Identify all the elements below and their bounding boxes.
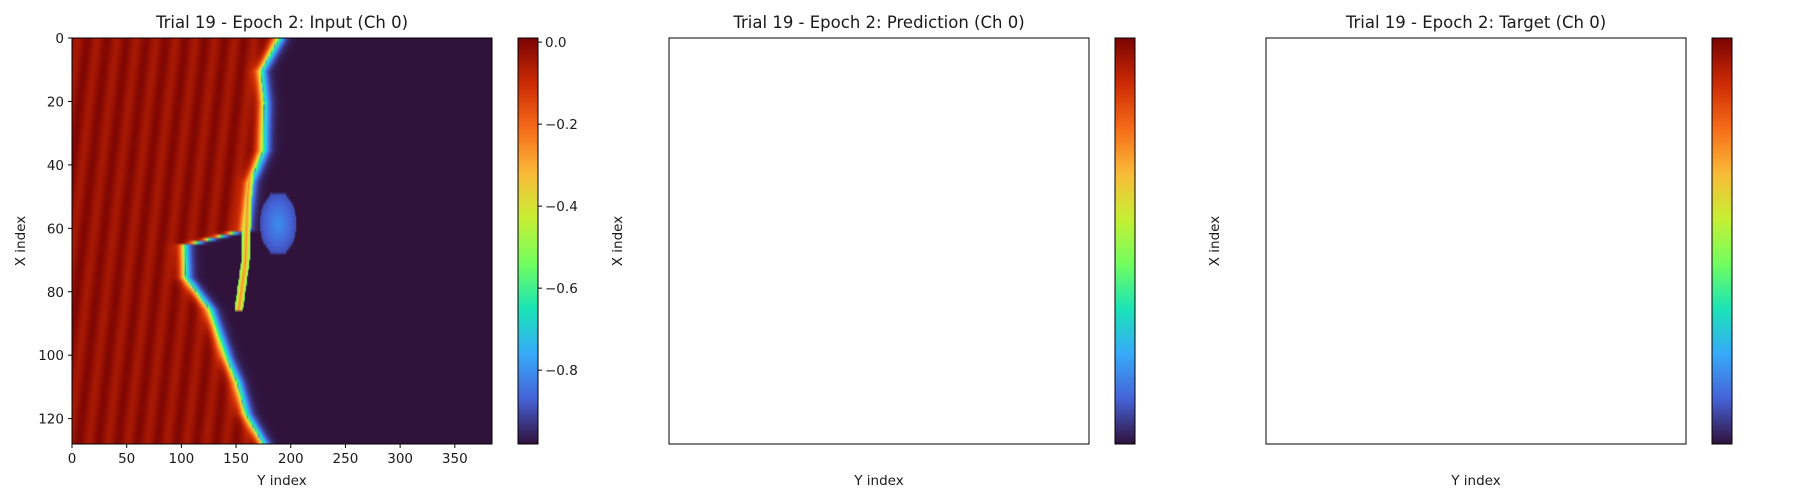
colorbar-gradient	[1712, 38, 1732, 444]
colorbar-frame	[1711, 37, 1733, 445]
x-axis-label: Y index	[853, 473, 903, 489]
x-tick-label: 150	[223, 451, 249, 467]
colorbar: 0.0 −0.2 −0.4 −0.6 −0.8	[517, 35, 578, 445]
x-tick-label: 200	[278, 451, 304, 467]
heatmap-plot-area: 0 50 100 150 200 250 300 350 0 20 40 60 80 100 120	[38, 31, 493, 467]
y-tick-label: 80	[47, 285, 64, 301]
panel-target: Trial 19 - Epoch 2: Target (Ch 0) Y inde…	[1207, 13, 1733, 489]
panel-title: Trial 19 - Epoch 2: Target (Ch 0)	[1345, 13, 1606, 32]
y-axis-label: X index	[13, 216, 29, 266]
colorbar-gradient	[518, 38, 538, 444]
axis-frame	[668, 37, 1090, 445]
x-axis-label: Y index	[1450, 473, 1500, 489]
y-tick-label: 120	[38, 412, 64, 428]
colorbar-tick-label: 0.0	[545, 35, 566, 51]
colorbar-tick-label: −0.2	[545, 117, 578, 133]
x-tick-label: 50	[118, 451, 135, 467]
heatmap-image	[72, 38, 492, 444]
x-tick-label: 250	[333, 451, 359, 467]
panel-title: Trial 19 - Epoch 2: Prediction (Ch 0)	[732, 13, 1024, 32]
panel-prediction: Trial 19 - Epoch 2: Prediction (Ch 0) Y …	[610, 13, 1136, 489]
heatmap-plot-area	[668, 37, 1090, 445]
y-ticks: 0 20 40 60 80 100 120	[38, 31, 72, 428]
axis-frame	[71, 37, 493, 445]
colorbar-gradient	[1115, 38, 1135, 444]
x-tick-label: 300	[387, 451, 413, 467]
heatmap-plot-area	[1265, 37, 1687, 445]
colorbar-frame	[517, 37, 539, 445]
panel-title: Trial 19 - Epoch 2: Input (Ch 0)	[155, 13, 408, 32]
y-axis-label: X index	[610, 216, 626, 266]
axis-frame	[1265, 37, 1687, 445]
y-tick-label: 0	[55, 31, 64, 47]
x-tick-label: 0	[68, 451, 77, 467]
colorbar-tick-label: −0.4	[545, 199, 578, 215]
heatmap-image	[669, 38, 1089, 444]
x-axis-label: Y index	[256, 473, 306, 489]
heatmap-image	[1266, 38, 1686, 444]
colorbar	[1114, 37, 1136, 445]
colorbar-ticks: 0.0 −0.2 −0.4 −0.6 −0.8	[538, 35, 578, 379]
x-tick-label: 100	[168, 451, 194, 467]
panel-input: Trial 19 - Epoch 2: Input (Ch 0) 0 50 100 1…	[13, 13, 578, 489]
colorbar-frame	[1114, 37, 1136, 445]
y-tick-label: 20	[47, 94, 64, 110]
y-tick-label: 100	[38, 348, 64, 364]
x-tick-label: 350	[442, 451, 468, 467]
x-ticks: 0 50 100 150 200 250 300 350	[68, 444, 468, 467]
y-tick-label: 40	[47, 158, 64, 174]
colorbar-tick-label: −0.8	[545, 363, 578, 379]
colorbar-tick-label: −0.6	[545, 281, 578, 297]
y-tick-label: 60	[47, 221, 64, 237]
y-axis-label: X index	[1207, 216, 1223, 266]
colorbar	[1711, 37, 1733, 445]
